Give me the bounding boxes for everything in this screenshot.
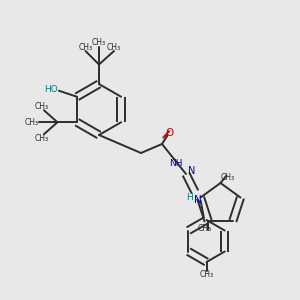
Text: CH₃: CH₃ xyxy=(198,224,212,233)
Text: HO: HO xyxy=(44,85,58,94)
Text: CH₃: CH₃ xyxy=(25,118,39,127)
Text: CH₃: CH₃ xyxy=(35,134,49,143)
Text: CH₃: CH₃ xyxy=(107,44,121,52)
Text: NH: NH xyxy=(169,159,182,168)
Text: CH₃: CH₃ xyxy=(92,38,106,46)
Text: CH₃: CH₃ xyxy=(35,102,49,111)
Text: CH₃: CH₃ xyxy=(78,44,93,52)
Text: CH₃: CH₃ xyxy=(221,173,235,182)
Text: N: N xyxy=(188,166,196,176)
Text: O: O xyxy=(165,128,174,139)
Text: H: H xyxy=(186,194,192,202)
Text: N: N xyxy=(194,195,201,205)
Text: CH₃: CH₃ xyxy=(200,270,214,279)
